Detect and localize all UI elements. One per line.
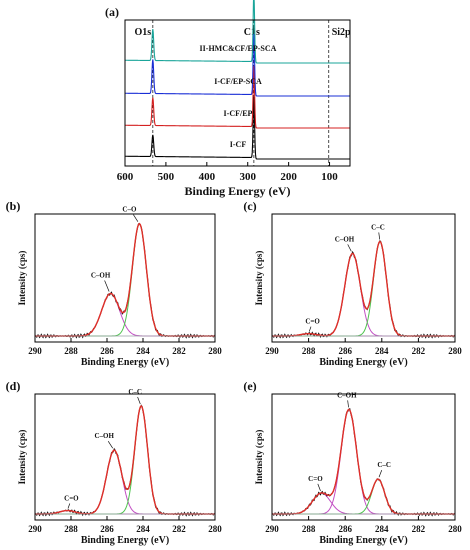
- panel-c-peak-label-1: C–OH: [335, 235, 355, 243]
- panel-d-peak-label-0: C=O: [64, 495, 79, 503]
- panel-c-peak-pointer-2: [378, 232, 381, 240]
- panel-c-peak-pointer-0: [308, 326, 312, 332]
- panel-e-label: (e): [243, 379, 256, 393]
- panel-c-raw-spectrum: [271, 239, 456, 339]
- panel-b-fitted-envelope: [35, 222, 215, 337]
- panel-e-xlabel: Binding Energy (eV): [319, 535, 407, 546]
- panel-b-component-0: [35, 293, 215, 337]
- reference-label-0: O1s: [134, 27, 151, 38]
- panel-d-peak-label-1: C–OH: [94, 432, 114, 440]
- panel-d-peak-label-2: C–C: [128, 388, 142, 396]
- series-line-ii-hmc-cf-ep-sca: [125, 0, 350, 64]
- series-label-1: I-CF/EP: [224, 109, 253, 118]
- panel-d-ylabel: Intensity (cps): [17, 430, 27, 485]
- panel-b-peak-label-1: C–O: [122, 206, 137, 214]
- panel-d-xtick-label-2: 286: [100, 524, 114, 534]
- panel-a-xtick-label-0: 600: [117, 171, 134, 183]
- panel-d-raw-spectrum: [34, 404, 216, 517]
- panel-a-xtick-label-5: 100: [321, 171, 338, 183]
- panel-e-xtick-label-5: 280: [448, 524, 462, 534]
- panel-a-xtick-label-3: 300: [239, 171, 256, 183]
- panel-e-component-1: [272, 408, 455, 515]
- panel-c-xtick-label-3: 284: [375, 346, 389, 356]
- panel-d-component-2: [35, 405, 215, 515]
- panel-e-xtick-label-3: 284: [375, 524, 389, 534]
- panel-b-xtick-label-5: 280: [208, 346, 222, 356]
- series-line-i-cf: [125, 96, 350, 160]
- panel-c-peak-label-0: C=O: [305, 318, 320, 326]
- panel-b-xtick-label-4: 282: [172, 346, 186, 356]
- panel-e-peak-pointer-2: [378, 469, 383, 478]
- panel-e-raw-spectrum: [271, 408, 456, 517]
- reference-label-1: C1s: [244, 27, 260, 38]
- reference-label-2: Si2p: [332, 27, 351, 38]
- panel-c-peak-label-2: C–C: [371, 223, 385, 231]
- panel-d-frame: [34, 393, 216, 521]
- panel-e-peak-label-0: C=O: [308, 475, 323, 483]
- panel-b-frame: [34, 213, 216, 343]
- panel-d-xtick-label-3: 284: [136, 524, 150, 534]
- panel-b-xtick-label-0: 290: [28, 346, 42, 356]
- panel-b-peak-label-0: C–OH: [91, 271, 111, 279]
- panel-c-frame: [271, 213, 456, 343]
- panel-b-xlabel: Binding Energy (eV): [81, 357, 169, 368]
- panel-a-xtick-label-2: 400: [199, 171, 216, 183]
- panel-b-peak-pointer-0: [104, 280, 110, 292]
- panel-d-peak-pointer-2: [137, 396, 141, 405]
- panel-e-peak-label-1: C–OH: [337, 391, 357, 399]
- panel-c-ylabel: Intensity (cps): [254, 251, 264, 306]
- panel-a-xtick-label-1: 500: [158, 171, 175, 183]
- panel-c-xtick-label-5: 280: [448, 346, 462, 356]
- series-line-i-cf-ep: [125, 65, 350, 129]
- panel-e-xtick-label-0: 290: [265, 524, 279, 534]
- panel-b-xtick-label-1: 288: [64, 346, 78, 356]
- panel-c-xtick-label-0: 290: [265, 346, 279, 356]
- panel-e-xtick-label-2: 286: [338, 524, 352, 534]
- panel-d-xtick-label-1: 288: [64, 524, 78, 534]
- panel-a-label: (a): [105, 5, 119, 19]
- panel-b-label: (b): [6, 199, 21, 213]
- panel-a-xlabel: Binding Energy (eV): [184, 184, 290, 198]
- panel-b-ylabel: Intensity (cps): [17, 251, 27, 306]
- panel-c-xtick-label-2: 286: [338, 346, 352, 356]
- panel-e-peak-label-2: C–C: [377, 461, 391, 469]
- panel-b-peak-pointer-1: [133, 214, 139, 222]
- panel-e-peak-pointer-0: [317, 483, 321, 492]
- series-label-0: I-CF: [230, 140, 247, 149]
- panel-c-xtick-label-1: 288: [302, 346, 316, 356]
- series-label-3: II-HMC&CF/EP-SCA: [200, 44, 277, 53]
- panel-d-xlabel: Binding Energy (eV): [81, 535, 169, 546]
- panel-c-xtick-label-4: 282: [412, 346, 426, 356]
- panel-a-xtick-label-4: 200: [280, 171, 297, 183]
- panel-d-component-1: [35, 449, 215, 515]
- series-line-i-cf-ep-sca: [125, 33, 350, 97]
- panel-d-label: (d): [6, 379, 21, 393]
- panel-e-frame: [271, 393, 456, 521]
- panel-c-peak-pointer-1: [347, 244, 352, 252]
- panel-c-component-1: [272, 252, 455, 337]
- panel-e-ylabel: Intensity (cps): [254, 430, 264, 485]
- panel-d-peak-pointer-0: [67, 503, 71, 509]
- panel-d-xtick-label-5: 280: [208, 524, 222, 534]
- panel-d-fitted-envelope: [35, 404, 215, 515]
- panel-b-xtick-label-2: 286: [100, 346, 114, 356]
- panel-a-frame: [124, 19, 351, 167]
- panel-c-component-2: [272, 240, 455, 337]
- panel-c-fitted-envelope: [272, 240, 455, 337]
- panel-e-peak-pointer-1: [347, 400, 349, 408]
- panel-d-xtick-label-0: 290: [28, 524, 42, 534]
- panel-e-xtick-label-4: 282: [412, 524, 426, 534]
- panel-b-component-1: [35, 223, 215, 337]
- panel-e-xtick-label-1: 288: [302, 524, 316, 534]
- series-label-2: I-CF/EP-SCA: [214, 77, 262, 86]
- panel-b-xtick-label-3: 284: [136, 346, 150, 356]
- panel-c-xlabel: Binding Energy (eV): [319, 357, 407, 368]
- panel-d-xtick-label-4: 282: [172, 524, 186, 534]
- panel-c-label: (c): [243, 199, 256, 213]
- panel-d-peak-pointer-1: [107, 440, 113, 449]
